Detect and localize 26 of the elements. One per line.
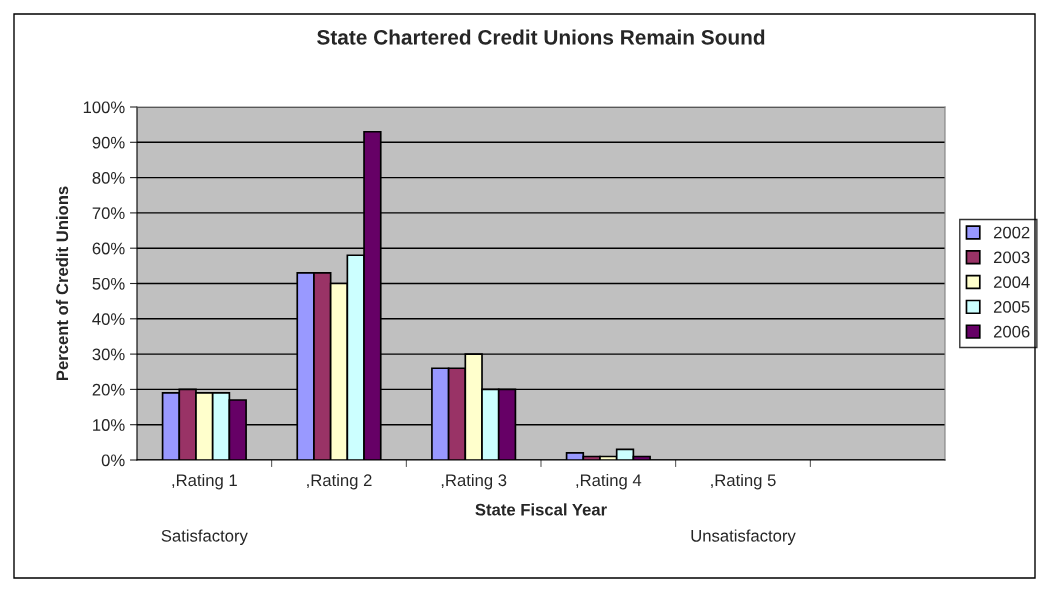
legend-label: 2003 — [993, 251, 1030, 264]
chart-title: State Chartered Credit Unions Remain Sound — [317, 29, 765, 45]
y-tick-label: 20% — [92, 383, 125, 396]
x-tick-label: ,Rating 2 — [307, 473, 372, 490]
y-tick-label: 100% — [83, 101, 125, 114]
y-tick-label: 0% — [101, 454, 125, 467]
legend-label: 2002 — [993, 226, 1030, 239]
legend-label: 2006 — [993, 325, 1030, 338]
y-tick-label: 80% — [92, 172, 125, 184]
y-tick-label: 50% — [92, 277, 125, 290]
y-tick-label: 40% — [92, 313, 125, 325]
y-tick-label: 90% — [92, 136, 125, 149]
x-tick-label: ,Rating 4 — [576, 473, 642, 490]
y-tick-label: 60% — [92, 242, 125, 255]
legend-label: 2004 — [993, 276, 1030, 289]
y-tick-label: 10% — [93, 419, 125, 431]
text: Satisfactory — [161, 529, 248, 545]
y-tick-label: 30% — [92, 348, 125, 361]
y-axis-title: Percent of Credit Unions — [55, 186, 69, 381]
text: Unsatisfactory — [691, 529, 796, 545]
x-axis-title: State Fiscal Year — [475, 503, 607, 516]
x-tick-label: ,Rating 1 — [172, 473, 237, 490]
legend-label: 2005 — [993, 301, 1030, 313]
x-tick-label: ,Rating 3 — [441, 473, 507, 490]
x-tick-label: ,Rating 5 — [711, 473, 776, 490]
y-tick-label: 70% — [92, 207, 125, 220]
